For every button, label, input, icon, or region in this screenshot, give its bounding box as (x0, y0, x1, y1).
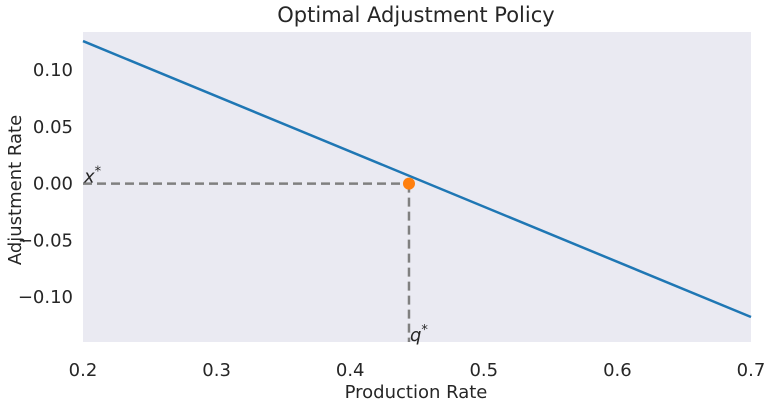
y-tick-label: −0.10 (18, 287, 73, 308)
x-axis-title: Production Rate (345, 382, 488, 403)
x-tick-label: 0.7 (737, 360, 766, 381)
x-tick-label: 0.3 (202, 360, 231, 381)
x-tick-label: 0.2 (69, 360, 98, 381)
y-axis-title: Adjustment Rate (5, 115, 26, 265)
y-tick-label: 0.05 (33, 117, 73, 138)
y-tick-label: −0.05 (18, 230, 73, 251)
optimal-point (402, 177, 415, 190)
plot-area (83, 32, 751, 342)
y-tick-label: 0.10 (33, 60, 73, 81)
x-tick-label: 0.5 (469, 360, 498, 381)
x-tick-label: 0.4 (336, 360, 365, 381)
series-line-0 (82, 39, 752, 319)
chart-title: Optimal Adjustment Policy (277, 3, 554, 27)
annotation-label-1: q* (410, 323, 428, 346)
x-tick-label: 0.6 (603, 360, 632, 381)
annotation-label-0: x* (83, 165, 102, 188)
y-tick-label: 0.00 (33, 174, 73, 195)
